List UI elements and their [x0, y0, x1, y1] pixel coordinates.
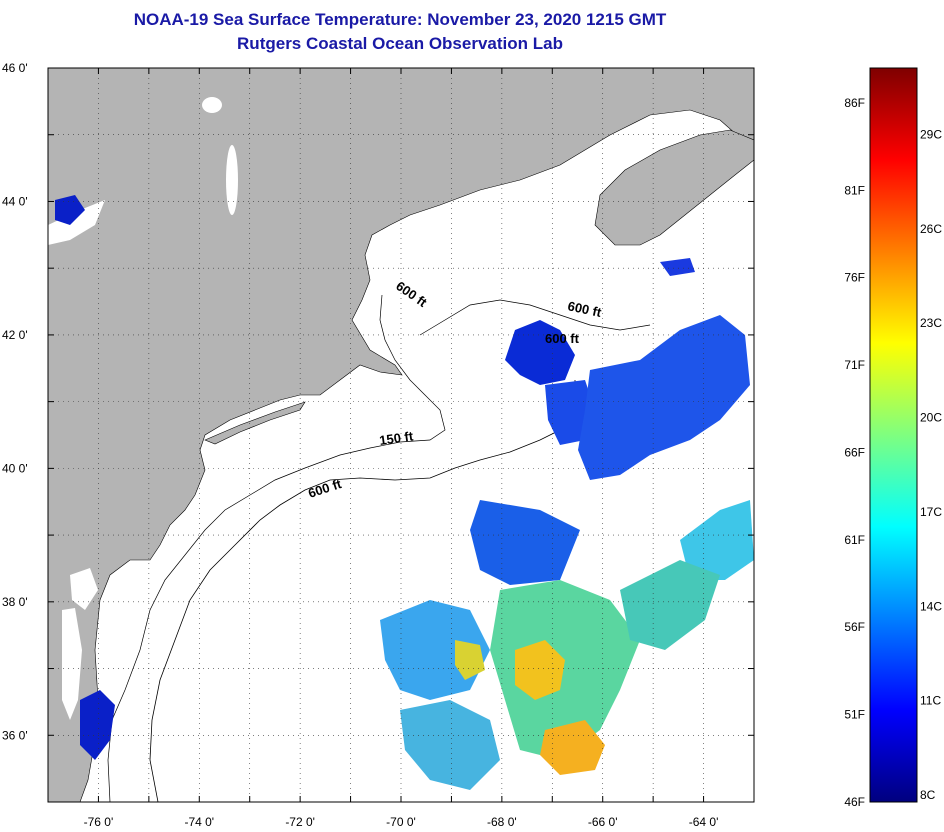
colorbar-label-f: 76F — [844, 271, 865, 285]
sst-patch-warm-core — [515, 640, 565, 700]
lat-tick-labels: 46 0' 44 0' 42 0' 40 0' 38 0' 36 0' — [2, 61, 28, 742]
colorbar-label-f: 46F — [844, 795, 865, 809]
delaware-bay — [70, 568, 98, 610]
lat-tick-label: 44 0' — [2, 194, 28, 208]
land-mainland — [48, 68, 754, 802]
chart-title: NOAA-19 Sea Surface Temperature: Novembe… — [133, 10, 667, 29]
sst-patch-gulf-maine — [505, 320, 575, 385]
colorbar — [869, 67, 918, 803]
sst-patch-small-ne — [660, 258, 695, 276]
lon-tick-label: -64 0' — [689, 815, 719, 829]
colorbar-celsius-labels: 29C 26C 23C 20C 17C 14C 11C 8C — [920, 127, 942, 802]
lat-tick-label: 38 0' — [2, 595, 28, 609]
colorbar-fahrenheit-labels: 86F 81F 76F 71F 66F 61F 56F 51F 46F — [844, 96, 865, 809]
lon-tick-label: -70 0' — [386, 815, 416, 829]
colorbar-label-c: 14C — [920, 599, 942, 613]
contour-label-600ft-gulf-east: 600 ft — [566, 298, 603, 320]
lat-tick-label: 36 0' — [2, 728, 28, 742]
colorbar-label-c: 20C — [920, 411, 942, 425]
lon-tick-label: -66 0' — [588, 815, 618, 829]
land-long-island — [204, 401, 306, 445]
colorbar-label-c: 17C — [920, 505, 942, 519]
lon-tick-label: -72 0' — [285, 815, 315, 829]
lon-tick-label: -76 0' — [84, 815, 114, 829]
map-frame — [47, 67, 755, 803]
lon-tick-label: -74 0' — [184, 815, 214, 829]
sst-patch-chesapeake — [80, 690, 115, 760]
contour-600ft-shelf — [149, 380, 576, 802]
colorbar-label-f: 61F — [844, 533, 865, 547]
chart-subtitle: Rutgers Coastal Ocean Observation Lab — [237, 34, 563, 53]
lon-tick-labels: -76 0' -74 0' -72 0' -70 0' -68 0' -66 0' -64 … — [84, 815, 719, 829]
sst-patch-gulf-stream-main — [490, 580, 640, 760]
sst-patch-north — [55, 195, 85, 225]
contour-label-600ft-gulf-center: 600 ft — [545, 331, 580, 346]
contour-150ft — [107, 294, 446, 802]
chesapeake-bay — [62, 608, 82, 720]
sst-patch-west-warm — [455, 640, 485, 680]
sst-data-layer — [55, 195, 754, 790]
contour-600ft-gulf — [419, 299, 651, 336]
sst-patch-southwest — [400, 700, 500, 790]
colorbar-label-c: 8C — [920, 788, 936, 802]
lake-champlain — [226, 145, 238, 215]
land-nova-scotia — [594, 129, 754, 246]
lat-tick-label: 40 0' — [2, 461, 28, 475]
colorbar-label-f: 86F — [844, 96, 865, 110]
colorbar-label-f: 66F — [844, 445, 865, 459]
lake-ontario-east — [48, 200, 105, 245]
colorbar-label-f: 81F — [844, 183, 865, 197]
sst-patch-east — [578, 315, 750, 480]
lake-north — [202, 97, 222, 113]
sst-patch-warm-south — [540, 720, 605, 775]
colorbar-label-f: 51F — [844, 708, 865, 722]
sst-patch-gulf-stream-ne — [680, 500, 754, 580]
colorbar-label-f: 56F — [844, 620, 865, 634]
colorbar-label-f: 71F — [844, 358, 865, 372]
lat-tick-label: 46 0' — [2, 61, 28, 75]
colorbar-label-c: 29C — [920, 127, 942, 141]
sst-patch-gulf-stream-mid — [620, 560, 720, 650]
colorbar-label-c: 11C — [920, 694, 941, 708]
colorbar-label-c: 26C — [920, 222, 942, 236]
lon-tick-label: -68 0' — [487, 815, 517, 829]
colorbar-label-c: 23C — [920, 316, 942, 330]
lat-tick-label: 42 0' — [2, 328, 28, 342]
contour-label-150ft: 150 ft — [378, 428, 414, 448]
